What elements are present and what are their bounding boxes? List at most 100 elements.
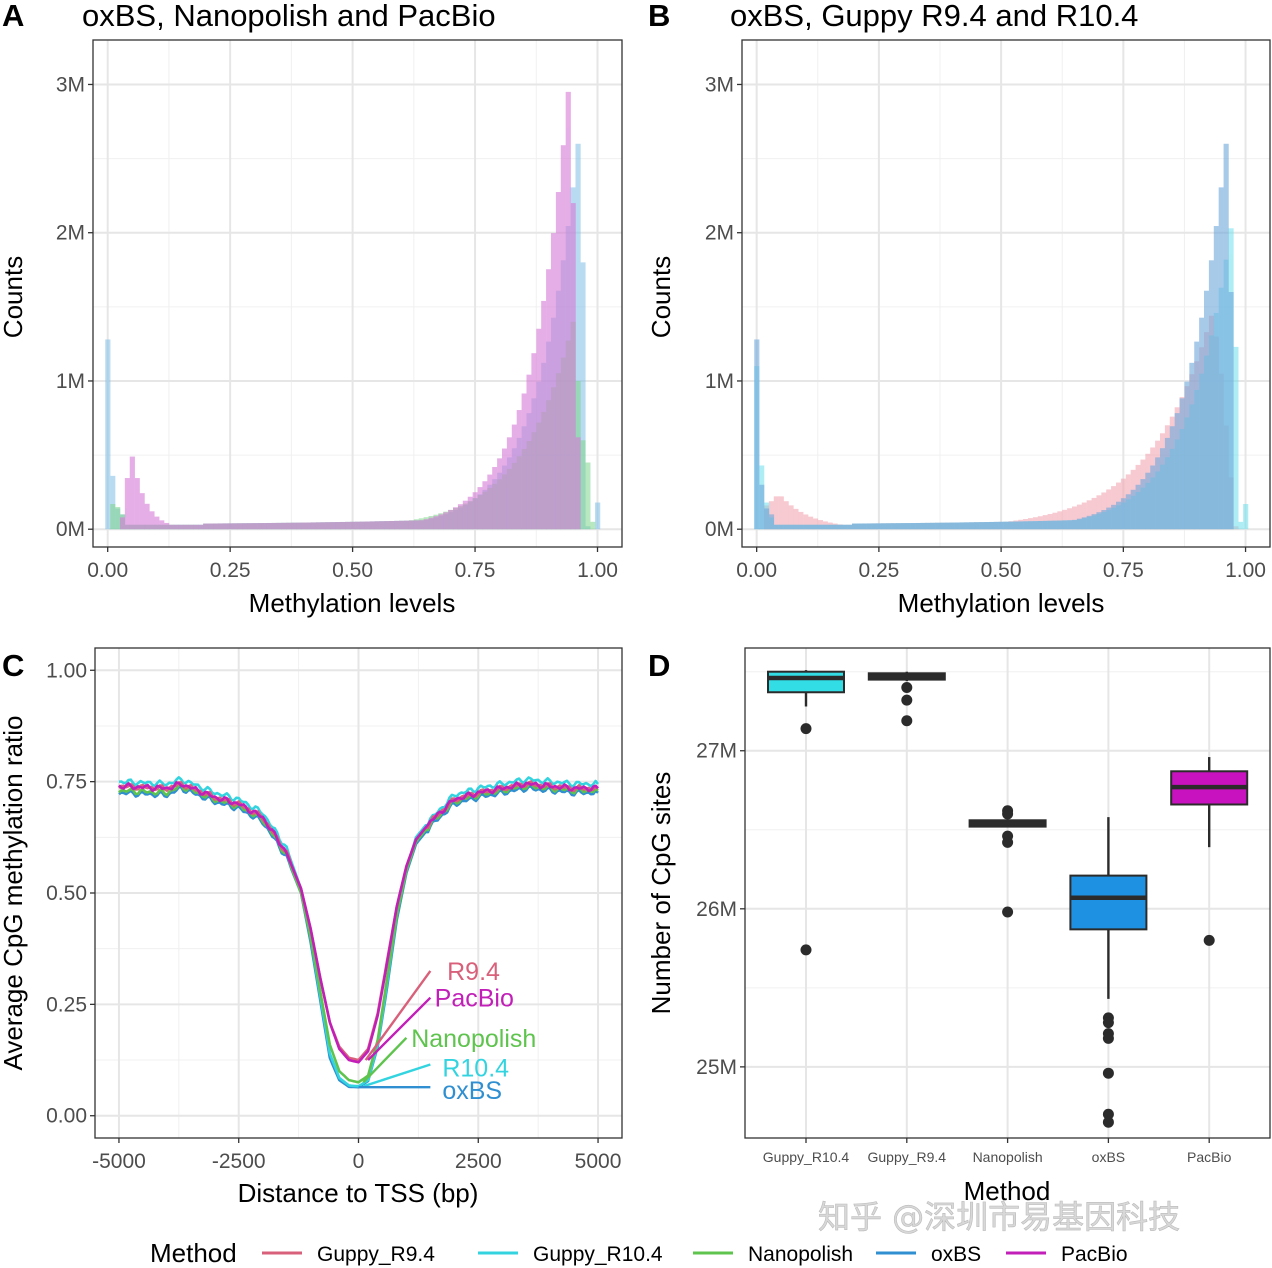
histogram-bar <box>783 524 789 530</box>
histogram-bar <box>134 478 140 530</box>
legend-title: Method <box>150 1238 237 1268</box>
histogram-bar <box>1179 398 1185 530</box>
histogram-bar <box>208 523 214 530</box>
panel-d-y-axis-title: Number of CpG sites <box>646 772 676 1015</box>
histogram-bar <box>555 192 562 530</box>
legend-item-nanopolish: Nanopolish <box>693 1243 853 1266</box>
panel-a-y-tick-label: 2M <box>56 222 85 245</box>
legend-label: Nanopolish <box>748 1243 853 1266</box>
histogram-bar <box>1081 502 1087 530</box>
histogram-bar <box>413 520 420 530</box>
panel-d-x-tick-label: Nanopolish <box>973 1149 1043 1165</box>
histogram-bar <box>119 517 126 530</box>
panel-a-border <box>92 39 623 548</box>
histogram-bar <box>306 522 312 530</box>
histogram-bar <box>1164 437 1171 530</box>
histogram-bar <box>998 521 1004 530</box>
histogram-bar <box>340 521 346 530</box>
histogram-bar <box>1130 489 1136 530</box>
panel-c-x-tick-label: 2500 <box>455 1150 502 1173</box>
histogram-bar <box>154 516 160 530</box>
outlier-point <box>1102 1017 1114 1029</box>
histogram-bar <box>788 505 794 530</box>
histogram-bar <box>477 487 483 530</box>
histogram-bar <box>501 448 508 530</box>
histogram-bar <box>213 523 219 530</box>
histogram-bar <box>457 504 464 530</box>
histogram-bar <box>1057 520 1063 530</box>
histogram-bar <box>861 523 867 530</box>
panel-c-axes: -5000 -2500 0 2500 5000 0.00 0.25 0.50 0.75 1.00 <box>46 659 621 1173</box>
histogram-bar <box>193 524 199 530</box>
histogram-bar <box>320 522 326 530</box>
histogram-bar <box>472 492 478 530</box>
histogram-bar <box>798 524 804 530</box>
histogram-bar <box>1140 479 1146 530</box>
histogram-bar <box>910 523 916 530</box>
histogram-bar <box>183 524 189 530</box>
panel-a-x-tick-label: 1.00 <box>577 559 618 582</box>
histogram-bar <box>590 521 596 530</box>
panel-c-letter: C <box>2 648 24 683</box>
histogram-bar <box>1155 457 1161 530</box>
panel-b-letter: B <box>648 0 670 33</box>
histogram-bar <box>242 523 248 530</box>
histogram-bar <box>1067 520 1073 530</box>
histogram-bar <box>1218 187 1224 530</box>
histogram-bar <box>1076 518 1083 530</box>
annotation-leader-nanopolish <box>362 1036 408 1084</box>
histogram-bar <box>173 524 180 530</box>
histogram-bar <box>1072 506 1078 530</box>
histogram-bar <box>399 520 405 530</box>
histogram-bar <box>1003 521 1009 530</box>
histogram-bar <box>546 269 552 530</box>
histogram-bar <box>536 328 542 530</box>
histogram-bar <box>198 524 204 530</box>
histogram-series-pacbio <box>119 91 581 530</box>
histogram-bar <box>164 522 170 530</box>
legend-item-guppy-r10-4: Guppy_R10.4 <box>478 1243 663 1266</box>
outlier-point <box>1102 1067 1114 1079</box>
box-iqr <box>1069 874 1148 931</box>
histogram-bar <box>754 339 760 530</box>
histogram-bar <box>993 521 999 530</box>
histogram-bar <box>301 522 307 530</box>
histogram-bar <box>281 522 287 530</box>
histogram-bar <box>404 520 410 530</box>
panel-b-y-tick-label: 3M <box>705 73 734 96</box>
histogram-bar <box>940 522 946 530</box>
histogram-bar <box>408 520 415 530</box>
legend-label: PacBio <box>1061 1243 1128 1266</box>
histogram-bar <box>271 522 277 530</box>
histogram-bar <box>257 523 263 530</box>
panel-a: 0.00 0.25 0.50 0.75 1.00 0M 1M 2M 3M A oxBS, Nan… <box>0 0 623 618</box>
panel-b-y-tick-label: 2M <box>705 222 734 245</box>
histogram-bar <box>778 524 784 530</box>
panel-d-y-tick-label: 25M <box>696 1056 737 1079</box>
histogram-bar <box>159 520 165 530</box>
histogram-bar <box>595 502 601 530</box>
legend-item-oxbs: oxBS <box>876 1243 981 1266</box>
histogram-bar <box>482 481 488 530</box>
panel-c-x-tick-label: 5000 <box>575 1150 622 1173</box>
histogram-bar <box>188 524 194 530</box>
outlier-point <box>1203 934 1215 946</box>
histogram-bar <box>315 522 322 530</box>
legend-item-pacbio: PacBio <box>1006 1243 1128 1266</box>
histogram-bar <box>310 522 317 530</box>
histogram-bar <box>847 524 853 530</box>
panel-a-y-tick-label: 0M <box>56 518 85 541</box>
panel-c-y-tick-label: 0.50 <box>46 882 87 905</box>
histogram-bar <box>788 524 794 530</box>
histogram-bar <box>1013 521 1019 530</box>
panel-a-letter: A <box>2 0 24 33</box>
histogram-bar <box>462 500 469 530</box>
histogram-bar <box>896 523 902 530</box>
histogram-bar <box>798 511 804 530</box>
histogram-bar <box>905 523 911 530</box>
histogram-bar <box>812 524 819 530</box>
panel-c-y-tick-label: 0.00 <box>46 1105 87 1128</box>
histogram-bar <box>1213 226 1219 530</box>
histogram-bar <box>1028 521 1034 530</box>
histogram-bar <box>252 523 258 530</box>
